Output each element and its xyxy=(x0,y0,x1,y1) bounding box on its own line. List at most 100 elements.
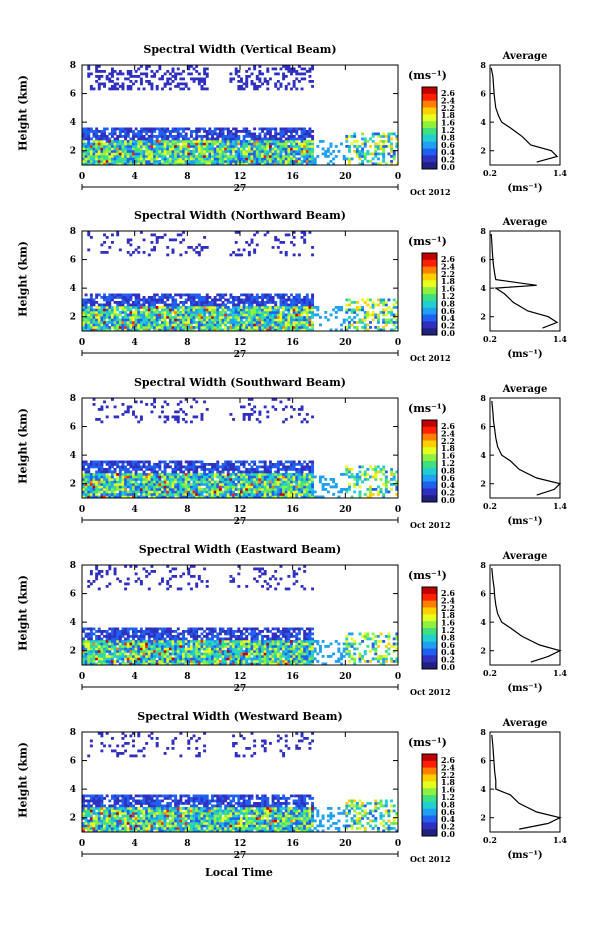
heatmap-cell xyxy=(245,152,249,156)
heatmap-cell xyxy=(247,296,251,299)
heatmap-cell xyxy=(155,238,159,242)
heatmap-cell xyxy=(166,311,170,314)
colorbar-tick-label: 0.2 xyxy=(441,321,455,331)
heatmap-cell xyxy=(226,135,230,138)
heatmap-cell xyxy=(300,470,304,474)
heatmap-cell xyxy=(118,140,122,143)
heatmap-cell xyxy=(153,160,157,163)
heatmap-cell xyxy=(234,313,238,317)
heatmap-cell xyxy=(208,306,212,309)
heatmap-cell xyxy=(82,637,85,641)
heatmap-cell xyxy=(187,495,191,499)
heatmap-cell xyxy=(192,298,196,302)
x-tick-label: 0 xyxy=(79,505,85,515)
heatmap-cell xyxy=(250,490,254,494)
heatmap-cell xyxy=(247,495,251,499)
heatmap-cell xyxy=(284,162,288,166)
heatmap-cell xyxy=(321,147,325,151)
heatmap-cell xyxy=(295,160,299,163)
heatmap-cell xyxy=(166,253,170,257)
heatmap-cell xyxy=(326,155,330,158)
heatmap-cell xyxy=(297,137,301,141)
heatmap-cell xyxy=(268,77,272,81)
heatmap-cell xyxy=(134,248,138,252)
heatmap-cell xyxy=(218,142,222,146)
heatmap-cell xyxy=(163,132,167,136)
heatmap-cell xyxy=(268,495,272,499)
heatmap-cell xyxy=(118,460,122,464)
avg-y-tick-label: 4 xyxy=(480,283,486,293)
heatmap-cell xyxy=(105,298,109,302)
heatmap-cell xyxy=(242,82,246,86)
heatmap-cell xyxy=(250,157,254,161)
heatmap-cell xyxy=(179,132,183,136)
heatmap-cell xyxy=(161,318,164,322)
heatmap-cell xyxy=(261,470,264,474)
heatmap-cell xyxy=(247,243,251,247)
heatmap-cell xyxy=(171,75,175,78)
heatmap-cell xyxy=(134,463,138,466)
heatmap-cell xyxy=(358,152,362,156)
heatmap-cell xyxy=(87,127,91,131)
heatmap-cell xyxy=(155,140,159,143)
heatmap-cell xyxy=(240,318,243,322)
heatmap-cell xyxy=(203,67,207,71)
heatmap-cell xyxy=(261,293,264,297)
heatmap-cell xyxy=(95,567,99,571)
heatmap-cell xyxy=(311,415,315,419)
heatmap-cell xyxy=(150,155,154,158)
heatmap-cell xyxy=(182,82,185,86)
heatmap-cell xyxy=(258,308,262,312)
heatmap-cell xyxy=(290,140,293,143)
heatmap-cell xyxy=(221,480,225,484)
heatmap-cell xyxy=(87,75,91,78)
heatmap-cell xyxy=(92,150,96,153)
heatmap-cell xyxy=(142,321,146,324)
heatmap-cell xyxy=(211,483,214,486)
heatmap-cell xyxy=(113,328,117,332)
heatmap-cell xyxy=(274,303,278,307)
heatmap-cell xyxy=(134,70,138,73)
heatmap-cell xyxy=(89,645,93,648)
heatmap-cell xyxy=(87,485,91,489)
heatmap-cell xyxy=(116,150,120,153)
heatmap-cell xyxy=(132,75,135,78)
heatmap-cell xyxy=(97,87,101,91)
heatmap-cell xyxy=(187,65,191,68)
heatmap-cell xyxy=(234,296,238,299)
heatmap-cell xyxy=(203,157,207,161)
heatmap-cell xyxy=(268,483,272,486)
heatmap-cell xyxy=(287,465,291,469)
heatmap-cell xyxy=(97,328,101,332)
heatmap-cell xyxy=(105,415,109,419)
heatmap-cell xyxy=(121,326,125,329)
heatmap-cell xyxy=(297,72,301,76)
heatmap-cell xyxy=(168,152,172,156)
heatmap-cell xyxy=(139,323,143,327)
heatmap-cell xyxy=(134,162,138,166)
heatmap-cell xyxy=(234,132,238,136)
heatmap-cell xyxy=(324,478,328,481)
heatmap-cell xyxy=(295,130,299,133)
heatmap-cell xyxy=(290,150,293,153)
heatmap-cell xyxy=(113,323,117,327)
heatmap-cell xyxy=(139,418,143,421)
heatmap-cell xyxy=(350,142,354,146)
heatmap-cell xyxy=(116,328,120,332)
heatmap-cell xyxy=(268,155,272,158)
heatmap-cell xyxy=(297,463,301,466)
heatmap-cell xyxy=(189,140,193,143)
heatmap-cell xyxy=(250,413,254,416)
heatmap-cell xyxy=(197,142,201,146)
avg-y-tick-label: 4 xyxy=(480,117,486,127)
heatmap-cell xyxy=(113,127,117,131)
heatmap-cell xyxy=(216,485,220,489)
heatmap-cell xyxy=(242,162,246,166)
heatmap-cell xyxy=(150,137,154,141)
heatmap-cell xyxy=(126,70,130,73)
heatmap-cell xyxy=(97,662,101,666)
heatmap-cell xyxy=(290,495,293,499)
heatmap-cell xyxy=(200,145,204,148)
heatmap-cell xyxy=(129,313,133,317)
heatmap-cell xyxy=(187,463,191,466)
